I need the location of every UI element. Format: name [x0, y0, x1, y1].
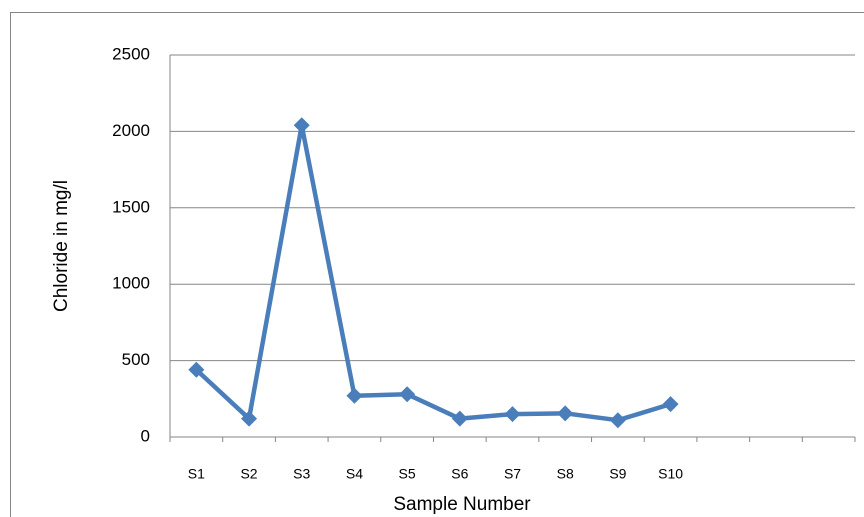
chart-frame: [10, 12, 864, 517]
y-tick-label: 2500: [112, 44, 150, 63]
x-tick-label: S5: [399, 466, 416, 482]
data-point: [399, 386, 416, 403]
data-point: [188, 361, 205, 378]
x-tick-label: S7: [504, 466, 521, 482]
y-tick-label: 1000: [112, 274, 150, 293]
x-tick-label: S10: [658, 466, 683, 482]
data-point: [557, 405, 574, 422]
data-line: [194, 123, 672, 423]
x-tick-label: S4: [346, 466, 363, 482]
x-axis-title: Sample Number: [393, 494, 531, 515]
data-point: [293, 117, 310, 134]
data-point: [346, 387, 363, 404]
x-tick-label: S8: [557, 466, 574, 482]
data-point: [241, 410, 258, 427]
x-tick-label: S9: [609, 466, 626, 482]
data-point: [451, 410, 468, 427]
y-tick-label: 0: [141, 426, 150, 445]
data-point: [609, 412, 626, 429]
y-axis-title: Chloride in mg/l: [51, 180, 72, 312]
x-tick-label: S3: [293, 466, 310, 482]
y-tick-label: 500: [122, 350, 150, 369]
data-point: [662, 396, 679, 413]
y-tick-label: 2000: [112, 121, 150, 140]
x-tick-label: S2: [240, 466, 257, 482]
data-point: [504, 406, 521, 423]
x-tick-label: S1: [188, 466, 205, 482]
x-tick-label: S6: [451, 466, 468, 482]
y-tick-label: 1500: [112, 197, 150, 216]
